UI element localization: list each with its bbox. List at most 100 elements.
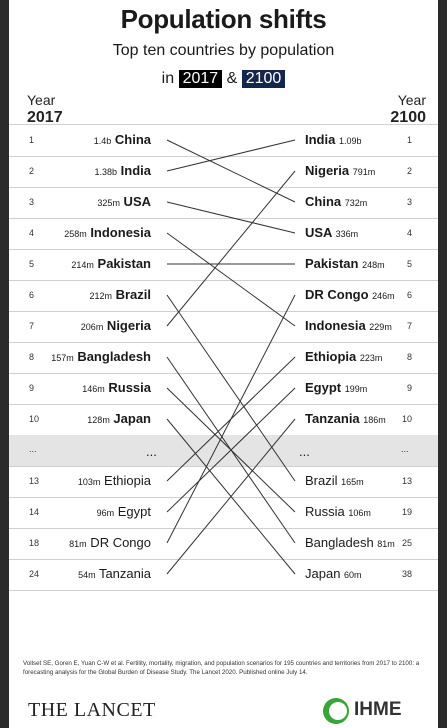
left-rank: 8	[29, 352, 35, 362]
right-country-name: Japan	[305, 566, 345, 581]
right-country-label: Russia 106m	[305, 504, 371, 519]
left-country-label: 1.38b India	[95, 163, 151, 178]
connector-line-usa	[166, 201, 296, 234]
right-country-name: Tanzania	[305, 411, 364, 426]
connector-line-india	[166, 139, 296, 172]
left-country-label: 1.4b China	[94, 132, 151, 147]
right-rank: 19	[401, 507, 412, 517]
right-country-label: Nigeria 791m	[305, 163, 375, 178]
table-row	[9, 125, 438, 157]
right-country-label: Bangladesh 81m	[305, 535, 395, 550]
left-rank: 7	[29, 321, 35, 331]
right-population-value: 791m	[352, 167, 376, 177]
ellipsis-left-rank: ...	[29, 444, 37, 454]
left-country-label: 96m Egypt	[97, 504, 151, 519]
left-country-label: 157m Bangladesh	[51, 349, 151, 364]
year-comparison-line: in 2017 & 2100	[9, 70, 438, 88]
ellipsis-row	[9, 435, 438, 467]
right-rank: 4	[406, 228, 412, 238]
right-country-label: USA 336m	[305, 225, 358, 240]
left-population-value: 54m	[78, 570, 96, 580]
right-year-header: Year 2100	[390, 92, 426, 126]
right-rank: 13	[401, 476, 412, 486]
left-population-value: 206m	[80, 322, 104, 332]
left-country-label: 146m Russia	[82, 380, 151, 395]
right-population-value: 199m	[344, 384, 368, 394]
right-country-label: Tanzania 186m	[305, 411, 386, 426]
table-row	[9, 559, 438, 591]
left-rank: 10	[29, 414, 40, 424]
right-country-name: Brazil	[305, 473, 342, 488]
left-country-label: 128m Japan	[87, 411, 151, 426]
right-country-name: Russia	[305, 504, 349, 519]
left-rank: 13	[29, 476, 40, 486]
right-rank: 8	[406, 352, 412, 362]
left-country-name: Russia	[104, 380, 151, 395]
right-population-value: 223m	[359, 353, 383, 363]
table-row	[9, 187, 438, 219]
right-population-value: 60m	[344, 570, 362, 580]
left-population-value: 146m	[82, 384, 105, 394]
connector-line-china	[166, 139, 296, 203]
left-population-value: 1.4b	[93, 136, 112, 146]
table-row	[9, 311, 438, 343]
left-country-name: China	[111, 132, 151, 147]
right-country-name: Ethiopia	[305, 349, 360, 364]
right-rank: 3	[406, 197, 412, 207]
connector-lines	[166, 139, 296, 575]
connector-line-brazil	[166, 294, 296, 482]
right-country-name: Nigeria	[305, 163, 353, 178]
right-country-label: Egypt 199m	[305, 380, 367, 395]
left-population-value: 96m	[96, 508, 115, 518]
left-country-name: Nigeria	[103, 318, 151, 333]
right-country-label: DR Congo 246m	[305, 287, 395, 302]
left-country-label: 206m Nigeria	[81, 318, 151, 333]
left-country-label: 258m Indonesia	[64, 225, 151, 240]
right-country-label: China 732m	[305, 194, 367, 209]
left-population-value: 81m	[69, 539, 87, 549]
left-country-label: 214m Pakistan	[71, 256, 151, 271]
right-rank: 25	[401, 538, 412, 548]
chart-title: Population shifts	[120, 4, 327, 34]
right-country-label: Japan 60m	[305, 566, 362, 581]
right-country-name: Indonesia	[305, 318, 370, 333]
right-country-name: Egypt	[305, 380, 345, 395]
year-badge-2100: 2100	[241, 70, 286, 88]
left-country-label: 325m USA	[97, 194, 151, 209]
right-year-value: 2100	[390, 109, 426, 126]
year-line-joiner: &	[226, 70, 238, 87]
left-country-name: USA	[119, 194, 151, 209]
left-rank: 14	[29, 507, 40, 517]
chart-subtitle: Top ten countries by population	[112, 42, 335, 59]
table-row	[9, 156, 438, 188]
right-year-label: Year	[397, 92, 426, 108]
left-population-value: 258m	[64, 229, 87, 239]
table-row	[9, 280, 438, 312]
right-population-value: 336m	[335, 229, 359, 239]
right-country-name: DR Congo	[305, 287, 373, 302]
left-year-value: 2017	[27, 109, 63, 126]
right-country-label: Pakistan 248m	[305, 256, 385, 271]
left-country-name: India	[117, 163, 151, 178]
left-country-label: 81m DR Congo	[69, 535, 151, 550]
left-rank: 1	[29, 135, 35, 145]
right-rank: 7	[406, 321, 412, 331]
ellipsis-right-label: ...	[299, 444, 310, 459]
left-rank: 3	[29, 197, 35, 207]
connector-line-egypt	[166, 387, 296, 513]
left-country-name: Brazil	[111, 287, 151, 302]
left-country-name: Indonesia	[86, 225, 151, 240]
left-country-label: 103m Ethiopia	[78, 473, 151, 488]
left-country-name: Ethiopia	[100, 473, 151, 488]
right-population-value: 165m	[341, 477, 364, 487]
left-rank: 18	[29, 538, 40, 548]
right-rank: 6	[406, 290, 412, 300]
infographic-card: Population shifts Top ten countries by p…	[9, 0, 438, 728]
left-rank: 5	[29, 259, 35, 269]
right-rank: 1	[406, 135, 412, 145]
table-row	[9, 342, 438, 374]
lancet-logo: THE LANCET	[28, 699, 156, 721]
right-country-label: Ethiopia 223m	[305, 349, 382, 364]
right-population-value: 732m	[344, 198, 368, 208]
left-country-name: DR Congo	[86, 535, 151, 550]
